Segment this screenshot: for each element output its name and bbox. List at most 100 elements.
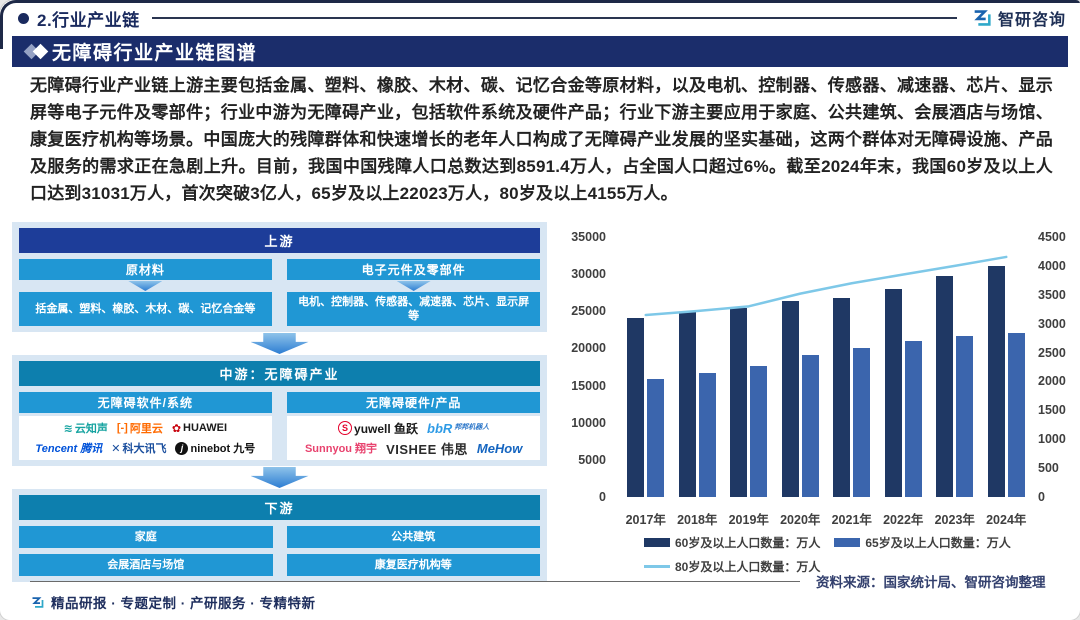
upstream-header: 上游 (19, 228, 540, 253)
bar-2 (730, 308, 748, 497)
downstream-box-home: 家庭 (19, 526, 273, 548)
chart-legend: 60岁及以上人口数量：万人 65岁及以上人口数量：万人 80岁及以上人口数量：万人 (644, 534, 1044, 582)
software-logos: ≋ 云知声 [-] 阿里云 ✿ HUAWEI Tencent 腾讯 ✕ 科大讯飞 ϳ ni… (19, 416, 272, 460)
bar-group (929, 237, 981, 497)
section-label: 2.行业产业链 (37, 10, 140, 30)
left-axis-tick: 20000 (571, 341, 606, 356)
arrow-down-icon (128, 281, 163, 291)
vishee-logo: VISHEE 伟思 (386, 441, 468, 457)
downstream-section: 下游 家庭 公共建筑 会展酒店与场馆 康复医疗机构等 (12, 489, 547, 582)
x-axis-label: 2018年 (677, 513, 718, 527)
bar-1 (698, 373, 716, 497)
bar-group (775, 237, 827, 497)
right-axis-tick: 2000 (1038, 374, 1066, 389)
right-axis-tick: 4500 (1038, 230, 1066, 244)
bar-4 (833, 298, 851, 497)
bar-0 (627, 318, 645, 497)
x-axis-labels: 2017年 2018年 2019年 2020年 2021年 2022年 2023年 2024年 (620, 509, 1032, 528)
right-axis-tick: 3500 (1038, 287, 1066, 302)
header-divider (151, 17, 957, 19)
bar-7 (987, 266, 1005, 497)
bar-group (981, 237, 1033, 497)
software-column-title: 无障碍软件/系统 (19, 392, 272, 413)
footer-tagline: 精品研报 · 专题定制 · 产研服务 · 专精特新 (51, 596, 316, 611)
bangbang-robot-logo: bbR 邦邦机器人 (427, 420, 490, 436)
zhiyan-logo-icon (30, 595, 45, 610)
downstream-box-medical: 康复医疗机构等 (286, 554, 540, 576)
upstream-col2-title: 电子元件及零部件 (287, 259, 540, 280)
huawei-flower-icon: ✿ (171, 422, 182, 435)
right-axis-tick: 1000 (1038, 432, 1066, 447)
x-axis-label: 2023年 (934, 513, 975, 527)
chart-plot (620, 237, 1032, 497)
bar-group (878, 237, 930, 497)
alibaba-cloud-logo: [-] 阿里云 (116, 422, 163, 435)
bar-group (826, 237, 878, 497)
footer: 精品研报 · 专题定制 · 产研服务 · 专精特新 (30, 592, 316, 612)
left-axis-tick: 5000 (578, 452, 606, 467)
top-header-row: 2.行业产业链 智研咨询 (18, 6, 1066, 30)
legend-item: 80岁及以上人口数量：万人 (644, 558, 820, 575)
bar-6 (956, 335, 974, 497)
right-axis-tick: 500 (1038, 461, 1059, 476)
downstream-box-public: 公共建筑 (286, 526, 540, 548)
bar-1 (678, 311, 696, 497)
iflytek-x-icon: ✕ (111, 442, 121, 455)
ninebot-icon: ϳ (175, 441, 189, 455)
bar-group (672, 237, 724, 497)
source-note: 资料来源：国家统计局、智研咨询整理 (816, 575, 1046, 590)
bar-5 (904, 341, 922, 497)
bars-layer (620, 237, 1032, 497)
left-axis-tick: 25000 (571, 304, 606, 319)
upstream-col1-detail: 括金属、塑料、橡胶、木材、碳、记忆合金等 (19, 292, 272, 326)
tencent-logo: Tencent 腾讯 (35, 443, 103, 455)
left-axis-tick: 30000 (571, 267, 606, 282)
downstream-box-hotel: 会展酒店与场馆 (19, 554, 273, 576)
bar-2 (750, 366, 768, 497)
zhiyan-logo-icon (971, 7, 993, 29)
midstream-section: 中游：无障碍产业 无障碍软件/系统 ≋ 云知声 [-] 阿里云 ✿ HUAWEI Te… (12, 355, 547, 466)
bar-0 (647, 379, 665, 497)
bar-3 (801, 355, 819, 497)
legend-item: 65岁及以上人口数量：万人 (834, 534, 1011, 551)
slide-title-bar: 无障碍行业产业链图谱 (12, 36, 1068, 67)
mehow-logo: MeHow (476, 440, 523, 456)
industry-chain-diagram: 上游 原材料 括金属、塑料、橡胶、木材、碳、记忆合金等 电子元件及零部件 电机、… (12, 222, 547, 582)
legend-label: 60岁及以上人口数量：万人 (675, 536, 821, 550)
arrow-down-icon (250, 467, 309, 488)
alibaba-cloud-icon: [-] (116, 422, 128, 434)
population-chart: 35000 30000 25000 20000 15000 10000 5000 0 4500… (556, 226, 1072, 576)
hardware-column-title: 无障碍硬件/产品 (287, 392, 540, 413)
legend-bar-swatch (644, 538, 670, 547)
line-series (620, 237, 1032, 497)
slide-title: 无障碍行业产业链图谱 (52, 43, 258, 64)
right-axis-tick: 4000 (1038, 258, 1066, 273)
yuwell-s-icon: S (338, 421, 353, 435)
unisound-logo: ≋ 云知声 (63, 422, 108, 436)
x-axis-label: 2017年 (625, 513, 666, 527)
bullet-icon (18, 12, 29, 24)
bar-5 (884, 288, 902, 497)
x-axis-label: 2021年 (831, 513, 872, 527)
bar-7 (1007, 333, 1025, 497)
brand-logo: 智研咨询 (971, 6, 1066, 30)
legend-item: 60岁及以上人口数量：万人 (644, 534, 820, 551)
legend-label: 80岁及以上人口数量：万人 (675, 560, 821, 574)
upstream-col2-detail: 电机、控制器、传感器、减速器、芯片、显示屏等 (287, 292, 540, 326)
x-axis-label: 2020年 (780, 513, 821, 527)
bar-6 (936, 276, 954, 497)
bar-3 (781, 300, 799, 497)
source-divider (30, 580, 800, 582)
upstream-col1-title: 原材料 (19, 259, 272, 280)
huawei-logo: ✿ HUAWEI (171, 422, 228, 435)
iflytek-logo: ✕ 科大讯飞 (111, 442, 167, 456)
legend-row: 80岁及以上人口数量：万人 (644, 558, 1044, 575)
right-axis-tick: 1500 (1038, 403, 1066, 418)
line-series-path (646, 257, 1007, 315)
arrow-down-icon (250, 333, 309, 354)
x-axis-label: 2024年 (986, 513, 1027, 527)
right-axis-tick: 3000 (1038, 316, 1066, 331)
left-axis-tick: 15000 (571, 378, 606, 393)
